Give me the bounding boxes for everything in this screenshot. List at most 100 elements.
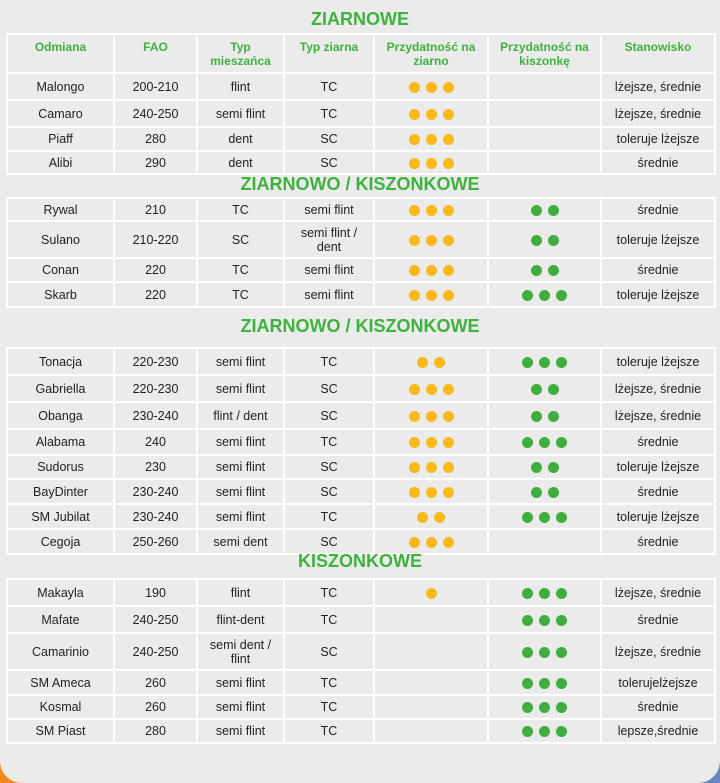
- fao-value: 230-240: [113, 401, 198, 430]
- table-row: Rywal 210 TC semi flint średnie: [6, 197, 716, 222]
- site-requirement: lżejsze, średnie: [600, 374, 716, 403]
- grain-suitability: [373, 347, 489, 376]
- hybrid-type: flint-dent: [196, 605, 285, 634]
- table-row: Piaff 280 dent SC toleruje lżejsze: [6, 126, 716, 152]
- silage-suitability: [487, 503, 602, 530]
- grain-type: TC: [283, 503, 375, 530]
- grain-rating-dot-icon: [442, 81, 454, 93]
- grain-suitability: [373, 578, 489, 607]
- silage-rating-dot-icon: [556, 702, 567, 714]
- fao-value: 220: [113, 281, 198, 308]
- site-requirement: średnie: [600, 478, 716, 505]
- silage-suitability: [487, 197, 602, 222]
- grain-rating-dot-icon: [425, 437, 437, 449]
- silage-suitability: [487, 454, 602, 480]
- grain-suitability: [373, 99, 489, 128]
- table-row: Alabama 240 semi flint TC średnie: [6, 428, 716, 456]
- silage-suitability: [487, 478, 602, 505]
- site-requirement: lżejsze, średnie: [600, 99, 716, 128]
- site-requirement: średnie: [600, 197, 716, 222]
- hybrid-type: semi dent / flint: [196, 632, 285, 671]
- grain-suitability: [373, 503, 489, 530]
- silage-rating-dot-icon: [522, 677, 533, 689]
- variety-name: Makayla: [6, 578, 115, 607]
- grain-suitability: [373, 257, 489, 283]
- grain-rating-dot-icon: [442, 462, 454, 474]
- column-header: Przydatność na ziarno: [373, 33, 489, 74]
- grain-suitability: [373, 220, 489, 259]
- section-title: KISZONKOWE: [298, 551, 422, 571]
- grain-rating-dot-icon: [425, 486, 437, 498]
- section-table: Odmiana FAO Typ mieszańca Typ ziarna Przydat…: [6, 33, 716, 175]
- grain-rating-dot-icon: [408, 81, 420, 93]
- site-requirement: średnie: [600, 528, 716, 555]
- silage-rating-dot-icon: [539, 702, 550, 714]
- variety-name: Mafate: [6, 605, 115, 634]
- fao-value: 240-250: [113, 605, 198, 634]
- column-header: Typ ziarna: [283, 33, 375, 74]
- silage-rating-dot-icon: [539, 437, 550, 449]
- fao-value: 220-230: [113, 347, 198, 376]
- variety-name: Camarinio: [6, 632, 115, 671]
- hybrid-type: semi flint: [196, 347, 285, 376]
- table-row: Camarinio 240-250 semi dent / flint SC lżejs…: [6, 632, 716, 671]
- table-row: Obanga 230-240 flint / dent SC lżejsze, śred…: [6, 401, 716, 430]
- hybrid-type: dent: [196, 126, 285, 152]
- grain-type: semi flint / dent: [283, 220, 375, 259]
- variety-name: Conan: [6, 257, 115, 283]
- grain-rating-dot-icon: [408, 157, 420, 169]
- silage-rating-dot-icon: [539, 511, 550, 523]
- grain-rating-dot-icon: [417, 511, 428, 523]
- silage-suitability: [487, 632, 602, 671]
- table-row: SM Jubilat 230-240 semi flint TC toleruje lż…: [6, 503, 716, 530]
- silage-rating-dot-icon: [556, 726, 567, 738]
- silage-rating-dot-icon: [530, 265, 542, 277]
- variety-name: BayDinter: [6, 478, 115, 505]
- hybrid-type: semi flint: [196, 428, 285, 456]
- silage-rating-dot-icon: [556, 614, 567, 626]
- silage-rating-dot-icon: [530, 462, 542, 474]
- silage-suitability: [487, 99, 602, 128]
- grain-rating-dot-icon: [425, 587, 437, 599]
- site-requirement: tolerujelżejsze: [600, 669, 716, 696]
- silage-suitability: [487, 694, 602, 720]
- silage-rating-dot-icon: [530, 486, 542, 498]
- silage-suitability: [487, 257, 602, 283]
- silage-suitability: [487, 126, 602, 152]
- hybrid-type: semi flint: [196, 669, 285, 696]
- section-table: Rywal 210 TC semi flint średnie Sulano 210-220…: [6, 197, 716, 308]
- grain-rating-dot-icon: [408, 108, 420, 120]
- table-row: Gabriella 220-230 semi flint SC lżejsze, śre…: [6, 374, 716, 403]
- grain-type: TC: [283, 428, 375, 456]
- grain-rating-dot-icon: [408, 265, 420, 277]
- grain-rating-dot-icon: [408, 437, 420, 449]
- silage-suitability: [487, 281, 602, 308]
- grain-type: SC: [283, 150, 375, 175]
- silage-rating-dot-icon: [522, 646, 533, 658]
- grain-rating-dot-icon: [442, 108, 454, 120]
- section-table: Tonacja 220-230 semi flint TC toleruje lżejs…: [6, 347, 716, 555]
- grain-rating-dot-icon: [408, 462, 420, 474]
- silage-rating-dot-icon: [556, 646, 567, 658]
- grain-rating-dot-icon: [442, 383, 454, 395]
- silage-rating-dot-icon: [522, 726, 533, 738]
- variety-name: SM Ameca: [6, 669, 115, 696]
- grain-suitability: [373, 428, 489, 456]
- fao-value: 290: [113, 150, 198, 175]
- silage-rating-dot-icon: [547, 204, 559, 216]
- fao-value: 230-240: [113, 478, 198, 505]
- grain-type: SC: [283, 632, 375, 671]
- site-requirement: średnie: [600, 694, 716, 720]
- grain-rating-dot-icon: [425, 410, 437, 422]
- hybrid-type: SC: [196, 220, 285, 259]
- grain-rating-dot-icon: [442, 486, 454, 498]
- section-title: ZIARNOWE: [311, 9, 409, 29]
- site-requirement: lżejsze, średnie: [600, 578, 716, 607]
- site-requirement: toleruje lżejsze: [600, 347, 716, 376]
- silage-rating-dot-icon: [556, 289, 567, 301]
- variety-name: Sulano: [6, 220, 115, 259]
- site-requirement: toleruje lżejsze: [600, 126, 716, 152]
- silage-suitability: [487, 150, 602, 175]
- grain-rating-dot-icon: [442, 265, 454, 277]
- fao-value: 220: [113, 257, 198, 283]
